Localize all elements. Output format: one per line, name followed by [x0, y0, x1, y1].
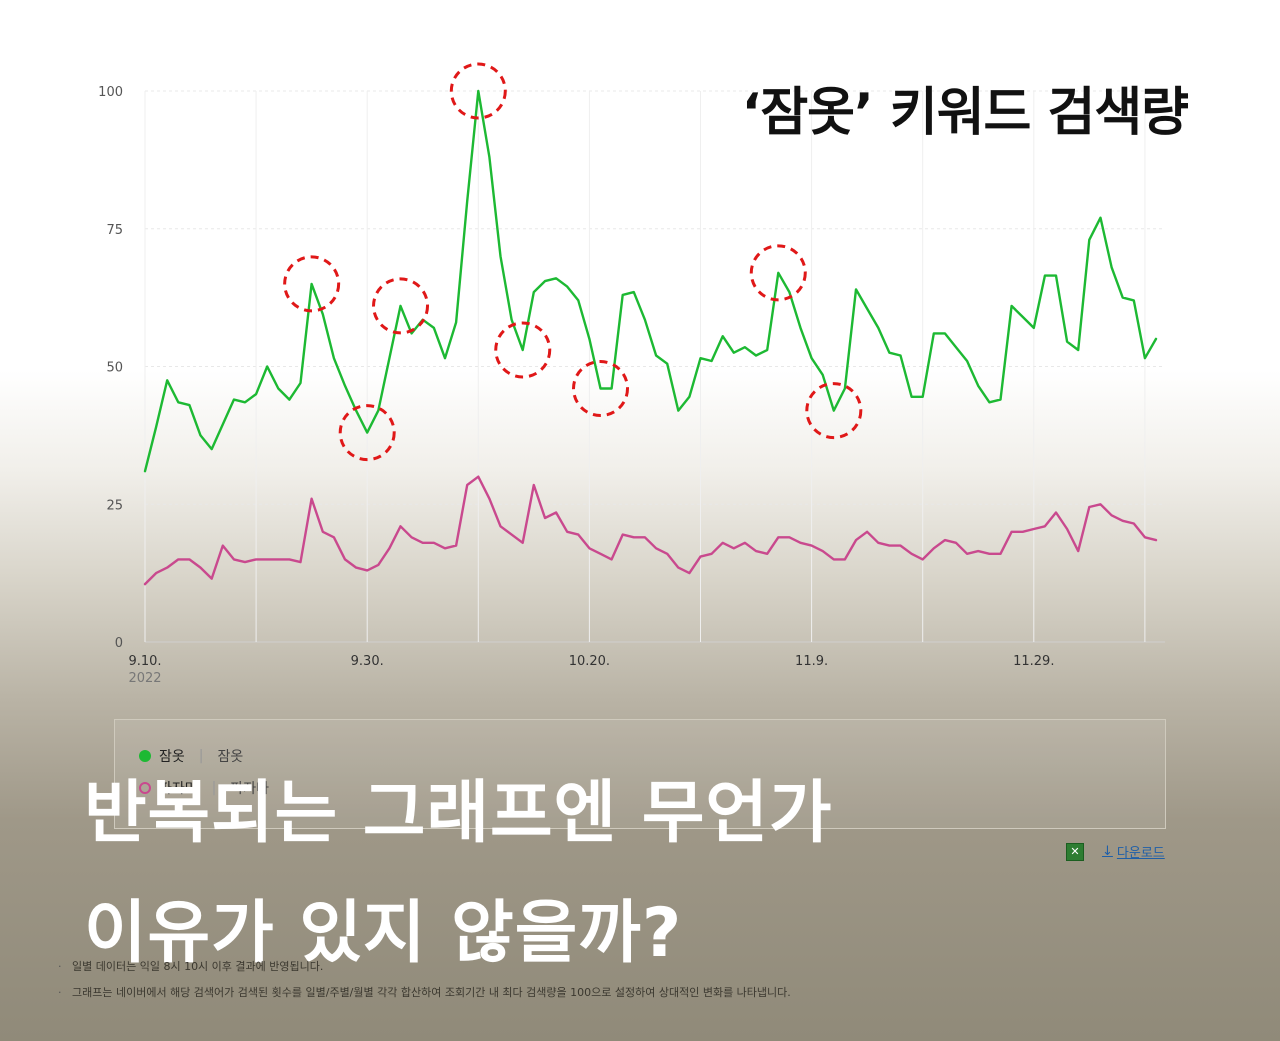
chart-tools: ✕ ↓ 다운로드: [1066, 842, 1165, 861]
legend-label: 파자마: [159, 781, 198, 797]
highlight-circle: [283, 255, 341, 313]
y-axis-ticks: 0 25 50 75 100: [98, 85, 123, 651]
overlay-caption-line2: 이유가 있지 않을까?: [84, 894, 683, 973]
line-chart: 0 25 50 75 100 9.10. 9.30. 10.20. 11.9. 11.29. 20…: [98, 62, 1165, 686]
y-tick-label: 100: [98, 85, 123, 100]
x-axis-ticks: 9.10. 9.30. 10.20. 11.9. 11.29. 2022: [128, 654, 1054, 686]
chart-series: [143, 89, 1158, 586]
y-tick-label: 25: [106, 498, 123, 513]
legend-item-series1[interactable]: 잠옷 | 잠옷: [139, 746, 243, 766]
series1-marker-icon: [139, 750, 151, 762]
highlight-circle: [805, 382, 863, 440]
download-label: 다운로드: [1116, 846, 1165, 861]
highlight-circle: [572, 360, 630, 418]
download-arrow-icon: ↓: [1102, 844, 1113, 859]
footnotes: · 일별 데이터는 익일 8시 10시 이후 결과에 반영됩니다. · 그래프는 네…: [58, 958, 791, 1010]
highlight-circle: [372, 277, 430, 335]
series-line-pajama: [143, 475, 1158, 586]
x-tick-label: 9.30.: [351, 654, 384, 669]
bullet-icon: ·: [58, 986, 62, 999]
legend-item-series2[interactable]: 파자마 | 파자마: [139, 778, 269, 798]
legend-keyword: 잠옷: [217, 749, 244, 765]
chart-highlights: [283, 62, 863, 462]
legend-panel: 잠옷 | 잠옷 파자마 | 파자마: [114, 719, 1166, 829]
download-link[interactable]: ↓ 다운로드: [1102, 842, 1165, 861]
x-tick-label: 10.20.: [569, 654, 610, 669]
excel-icon[interactable]: ✕: [1066, 842, 1084, 861]
chart-headline: ‘잠옷’ 키워드 검색량: [741, 83, 1189, 143]
legend-label: 잠옷: [159, 749, 185, 765]
chart-grid: [144, 90, 1165, 643]
footnote-item: · 일별 데이터는 익일 8시 10시 이후 결과에 반영됩니다.: [58, 958, 791, 974]
x-tick-label: 11.29.: [1013, 654, 1054, 669]
footnote-text: 그래프는 네이버에서 해당 검색어가 검색된 횟수를 일별/주별/월별 각각 합…: [72, 986, 791, 999]
bullet-icon: ·: [58, 960, 62, 973]
y-tick-label: 0: [115, 636, 123, 651]
highlight-circle: [494, 321, 552, 379]
footnote-text: 일별 데이터는 익일 8시 10시 이후 결과에 반영됩니다.: [72, 960, 324, 973]
y-tick-label: 50: [106, 361, 123, 376]
x-axis-year-label: 2022: [128, 671, 161, 686]
x-tick-label: 9.10.: [128, 654, 161, 669]
highlight-circle: [749, 244, 807, 302]
overlay-caption-line1: 반복되는 그래프엔 무언가: [84, 774, 833, 853]
series-line-jamot: [143, 89, 1158, 473]
legend-separator: |: [211, 780, 217, 796]
x-tick-label: 11.9.: [795, 654, 828, 669]
highlight-circle: [338, 404, 396, 462]
y-tick-label: 75: [106, 223, 123, 238]
highlight-circle: [449, 62, 507, 120]
footnote-item: · 그래프는 네이버에서 해당 검색어가 검색된 횟수를 일별/주별/월별 각각 …: [58, 984, 791, 1000]
series2-marker-icon: [139, 782, 151, 794]
legend-keyword: 파자마: [230, 781, 269, 797]
legend-separator: |: [198, 748, 204, 764]
